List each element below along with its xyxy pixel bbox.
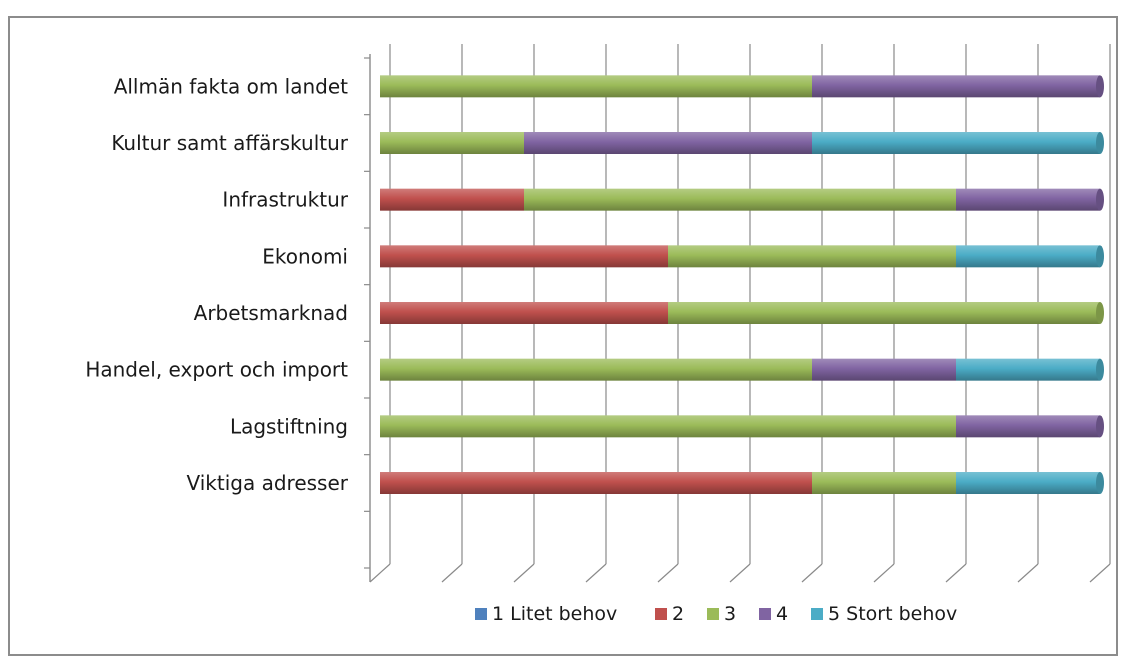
- bar-segment: [956, 358, 1100, 381]
- x-grid-floor: [513, 563, 535, 583]
- bar-segment: [380, 245, 668, 268]
- category-labels: Allmän fakta om landet Kultur samt affärs…: [85, 74, 348, 495]
- legend-swatch: [655, 608, 667, 620]
- x-grid-floor: [369, 563, 391, 583]
- bar-segment: [812, 75, 1100, 98]
- bar-segment: [812, 358, 956, 381]
- legend-label: 2: [672, 603, 684, 625]
- legend-label: 3: [724, 603, 736, 625]
- bar-segment: [956, 188, 1100, 211]
- bar-segment: [380, 302, 668, 324]
- x-grid-floor: [1089, 563, 1111, 583]
- category-label: Arbetsmarknad: [194, 301, 348, 325]
- x-grid-floor: [1017, 563, 1039, 583]
- chart-frame: [8, 16, 1118, 656]
- x-grid-floor: [585, 563, 607, 583]
- bar-segment: [380, 358, 812, 381]
- bar-end-cap: [1096, 188, 1104, 211]
- bar-end-cap: [1096, 75, 1104, 98]
- bar-segment: [380, 472, 812, 494]
- bars-layer: [380, 75, 1104, 494]
- category-label: Allmän fakta om landet: [114, 74, 348, 98]
- legend-label: 4: [776, 603, 788, 625]
- x-grid-floor: [801, 563, 823, 583]
- x-grid-floor: [873, 563, 895, 583]
- category-label: Handel, export och import: [85, 358, 348, 382]
- bar-end-cap: [1096, 415, 1104, 438]
- bar-end-cap: [1096, 358, 1104, 381]
- legend-label: 1 Litet behov: [492, 603, 617, 625]
- legend-swatch: [811, 608, 823, 620]
- bar-end-cap: [1096, 245, 1104, 268]
- legend-swatch: [707, 608, 719, 620]
- bar-segment: [524, 188, 956, 211]
- bar-segment: [380, 188, 524, 211]
- category-label: Kultur samt affärskultur: [111, 131, 348, 155]
- bar-end-cap: [1096, 302, 1104, 324]
- bar-segment: [956, 472, 1100, 494]
- x-grid-floor: [657, 563, 679, 583]
- category-label: Infrastruktur: [222, 188, 348, 212]
- bar-segment: [380, 415, 956, 438]
- legend-swatch: [759, 608, 771, 620]
- category-label: Viktiga adresser: [187, 471, 349, 495]
- legend-label: 5 Stort behov: [828, 603, 957, 625]
- x-grid-floor: [729, 563, 751, 583]
- bar-segment: [380, 75, 812, 98]
- bar-end-cap: [1096, 132, 1104, 154]
- category-label: Lagstiftning: [230, 414, 348, 438]
- legend: 1 Litet behov 2 3 4 5 Stort behov: [475, 603, 957, 625]
- bar-segment: [812, 132, 1100, 154]
- legend-swatch: [475, 608, 487, 620]
- bar-segment: [668, 302, 1100, 324]
- x-grid-floor: [441, 563, 463, 583]
- bar-segment: [956, 245, 1100, 268]
- bar-segment: [380, 132, 524, 154]
- x-grid-floor: [945, 563, 967, 583]
- bar-segment: [524, 132, 812, 154]
- bar-segment: [956, 415, 1100, 438]
- bar-segment: [668, 245, 956, 268]
- category-label: Ekonomi: [262, 244, 348, 268]
- bar-segment: [812, 472, 956, 494]
- bar-end-cap: [1096, 472, 1104, 494]
